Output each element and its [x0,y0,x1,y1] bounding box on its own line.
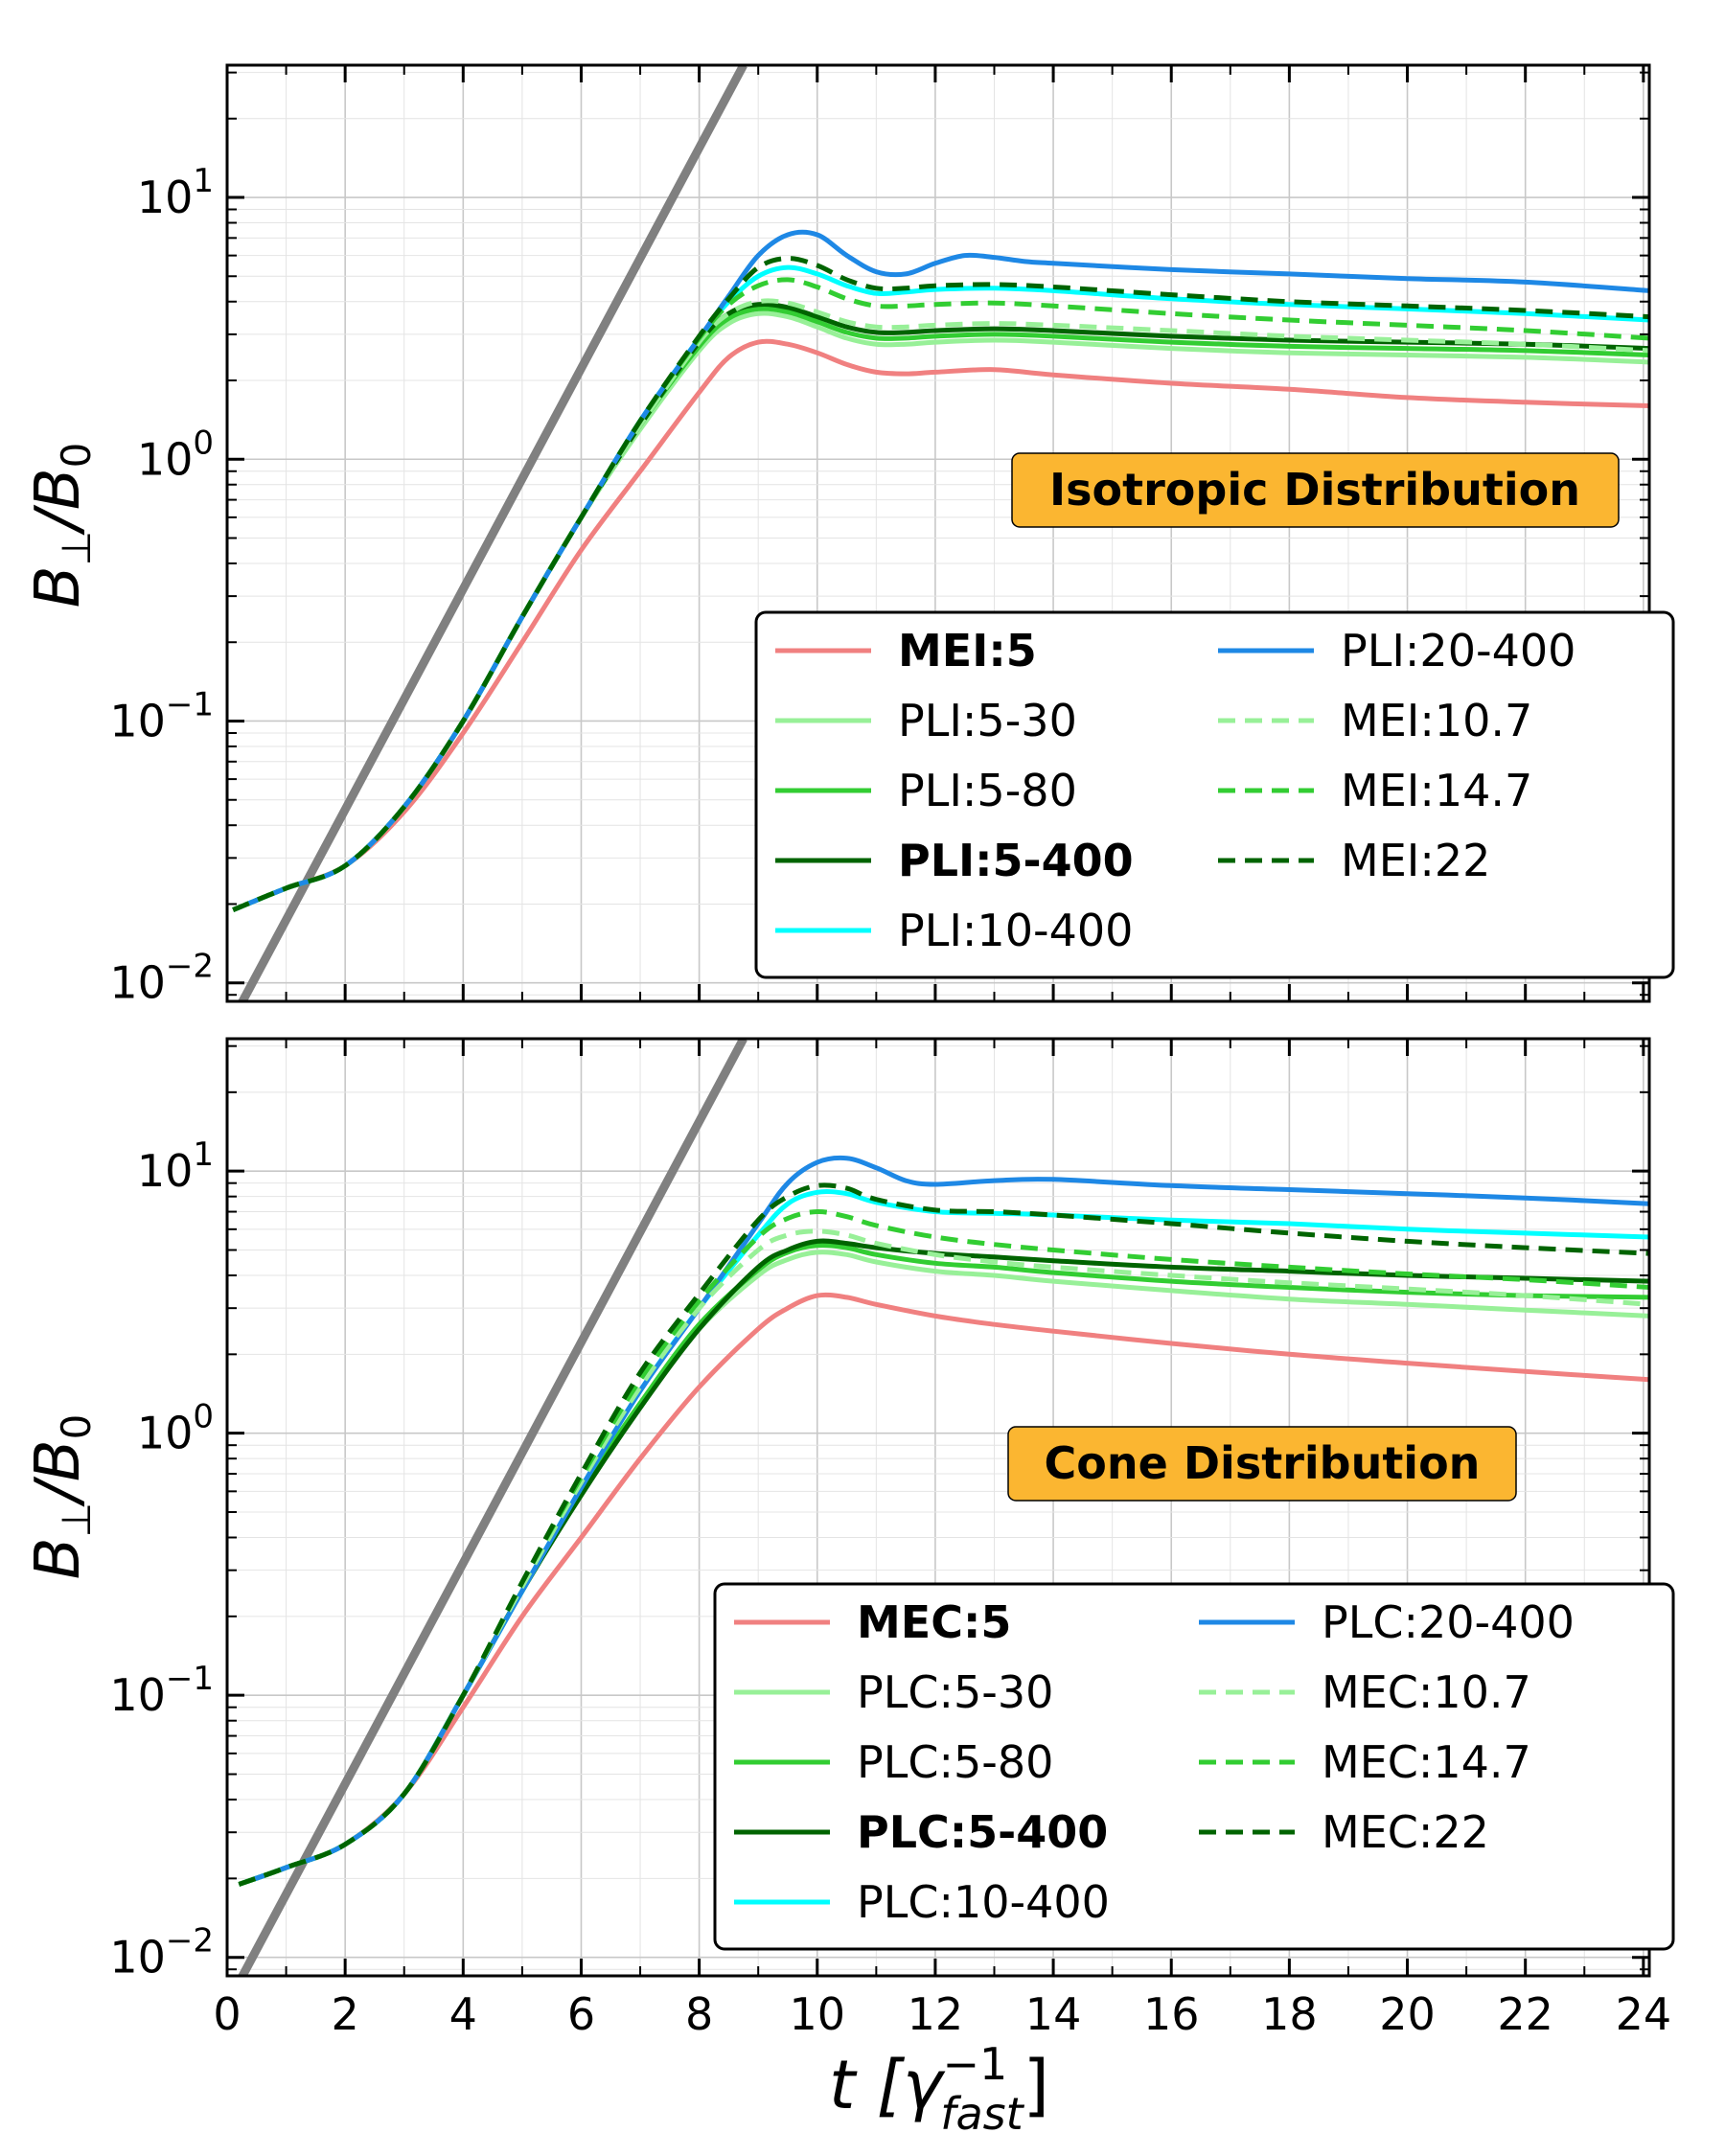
legend-label-plc-5-80: PLC:5-80 [857,1736,1053,1788]
series-group [232,229,1649,912]
legend-label-mec-22: MEC:22 [1322,1806,1489,1858]
y-tick-label: 101 [137,1135,214,1197]
ylabel-subscript: ⊥ [53,531,100,566]
legend-label-mei-22: MEI:22 [1341,835,1490,886]
legend-label-mec-5: MEC:5 [857,1596,1011,1648]
y-axis-label-bottom: B⊥/B0 [23,1414,100,1580]
x-tick-label: 14 [1025,1988,1082,2040]
legend-label-pli-5-400: PLI:5-400 [898,835,1134,886]
x-tick-label: 20 [1379,1988,1436,2040]
annotation-label: Cone Distribution [1045,1437,1481,1489]
x-tick-label: 24 [1616,1988,1672,2040]
ylabel-ratio: /B [23,1439,94,1506]
y-tick-label: 100 [137,1398,214,1459]
legend-label-mei-14-7: MEI:14.7 [1341,765,1532,816]
xlabel-subscript: fast [940,2088,1024,2140]
x-tick-label: 4 [449,1988,477,2040]
legend-label-plc-5-30: PLC:5-30 [857,1666,1053,1718]
legend-frame [713,1582,1675,1951]
ylabel-symbol: B [23,565,94,608]
panel-isotropic: 10−2 10−1 100 101 Isotropic Distribution ME… [109,63,1675,1009]
series-line-mec-5 [238,1292,1649,1887]
series-line-pli-20-400 [232,229,1649,912]
plot-frame [225,63,1651,1003]
legend-label-mec-10-7: MEC:10.7 [1322,1666,1531,1718]
ylabel-subscript: ⊥ [53,1502,100,1538]
plot-frame [225,1037,1651,1978]
growth-rate-reference-line [237,1039,748,1976]
y-tick-label: 10−2 [109,948,214,1009]
annotation-label: Isotropic Distribution [1049,464,1580,516]
y-tick-label: 100 [137,424,214,485]
y-tick-label: 10−1 [109,685,214,746]
x-tick-label: 0 [213,1988,241,2040]
series-line-plc-20-400 [238,1155,1649,1887]
x-axis-label: t [γ−1 fast] [829,2038,1049,2140]
annotation-box: Cone Distribution [1007,1426,1517,1502]
series-line-mei-22 [232,256,1649,912]
x-tick-label: 6 [567,1988,595,2040]
ylabel-symbol: B [23,1537,94,1579]
x-tick-label: 22 [1497,1988,1553,2040]
x-tick-label: 8 [685,1988,713,2040]
series-line-mec-22 [238,1182,1649,1887]
y-tick-label: 10−2 [109,1922,214,1984]
ticks: 10−2 10−1 100 101 [109,65,1649,1009]
x-tick-label: 18 [1261,1988,1318,2040]
xlabel-gamma: γ [903,2046,946,2124]
growth-rate-reference-line [237,65,748,1001]
reference-line [237,1039,748,1976]
ylabel-ratio: /B [23,468,94,535]
x-tick-label: 12 [908,1988,964,2040]
annotation-box: Isotropic Distribution [1011,452,1620,528]
annotation-background [1007,1426,1517,1502]
legend-label-plc-10-400: PLC:10-400 [857,1876,1110,1928]
y-tick-label: 10−1 [109,1660,214,1721]
annotation-background [1011,452,1620,528]
y-axis-label-top: B⊥/B0 [23,443,100,608]
x-tick-label: 16 [1143,1988,1200,2040]
legend-frame [754,610,1675,979]
x-tick-label: 10 [789,1988,845,2040]
series-group [238,1155,1649,1887]
y-tick-label: 101 [137,162,214,223]
legend-label-pli-5-30: PLI:5-30 [898,695,1077,746]
legend-label-mei-5: MEI:5 [898,625,1037,677]
legend: MEI:5 PLI:5-30 PLI:5-80 PLI:5-400 PLI:10-400… [754,610,1675,979]
legend-label-mei-10-7: MEI:10.7 [1341,695,1532,746]
legend-label-pli-20-400: PLI:20-400 [1341,625,1576,677]
legend-label-mec-14-7: MEC:14.7 [1322,1736,1531,1788]
series-line-mei-5 [232,338,1649,912]
legend-label-pli-5-80: PLI:5-80 [898,765,1077,816]
xlabel-symbol: t [ [829,2046,906,2124]
xlabel-superscript: −1 [942,2038,1007,2090]
legend-label-pli-10-400: PLI:10-400 [898,905,1133,956]
legend-label-plc-5-400: PLC:5-400 [857,1806,1108,1858]
legend-label-plc-20-400: PLC:20-400 [1322,1596,1575,1648]
xlabel-close: ] [1024,2046,1049,2124]
legend: MEC:5 PLC:5-30 PLC:5-80 PLC:5-400 PLC:10-400… [713,1582,1675,1951]
reference-line [237,65,748,1001]
x-tick-label: 2 [332,1988,359,2040]
ylabel-ratio-subscript: 0 [53,1414,100,1440]
ylabel-ratio-subscript: 0 [53,443,100,469]
